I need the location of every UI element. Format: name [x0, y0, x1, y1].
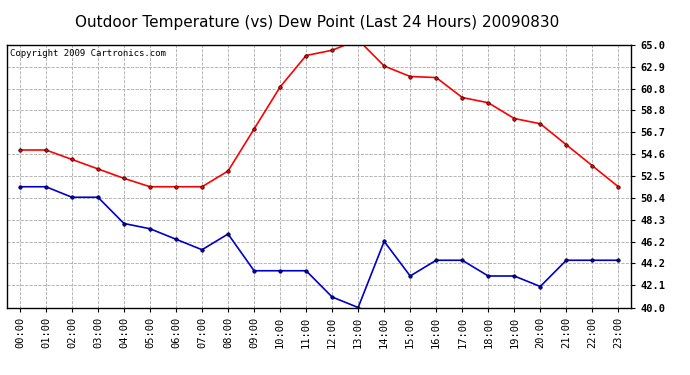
Text: Copyright 2009 Cartronics.com: Copyright 2009 Cartronics.com	[10, 49, 166, 58]
Text: Outdoor Temperature (vs) Dew Point (Last 24 Hours) 20090830: Outdoor Temperature (vs) Dew Point (Last…	[75, 15, 560, 30]
